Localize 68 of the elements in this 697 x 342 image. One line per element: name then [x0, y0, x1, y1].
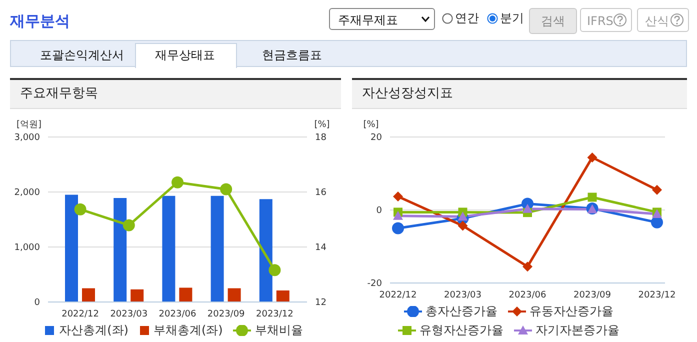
x-tick-label: 2023/12 [638, 290, 676, 300]
bar [82, 288, 95, 302]
text: 연간 [455, 10, 479, 27]
text: IFRS [580, 8, 632, 32]
point [393, 191, 403, 202]
bar [114, 198, 127, 302]
point [122, 219, 135, 232]
point [588, 192, 597, 202]
text: 재무상태표 [155, 47, 215, 64]
text: 재무분석 [10, 12, 70, 31]
y-tick-label: 3,000 [14, 133, 40, 144]
text: 산식 [637, 8, 689, 32]
x-tick-label: 2023/09 [207, 309, 246, 320]
text: 현금흐름표 [262, 47, 322, 64]
text: 포괄손익계산서 [40, 47, 124, 64]
bar [210, 196, 224, 302]
bar [276, 290, 290, 302]
bar [228, 288, 241, 302]
y2-axis-title: [%] [314, 120, 330, 130]
y-tick-label: 2,000 [14, 188, 40, 198]
y2-tick-label: 16 [315, 188, 327, 198]
point [220, 183, 232, 196]
chart-title: 주요재무항목 [10, 80, 341, 109]
y2-tick-label: 14 [315, 243, 327, 254]
y-axis-title: [억원] [16, 120, 42, 130]
x-tick-label: 2023/06 [508, 290, 546, 300]
legend-label: 부채비율 [254, 322, 303, 339]
point [522, 204, 532, 213]
chart-title: 자산성장성지표 [352, 80, 687, 109]
x-tick-label: 2023/12 [256, 309, 294, 320]
bar [130, 289, 144, 302]
y-tick-label: 1,000 [14, 243, 40, 254]
y-tick-label: -20 [367, 279, 382, 290]
text: 주재무제표 [329, 8, 435, 30]
text: 분기 [500, 10, 524, 27]
y2-tick-label: 18 [315, 133, 327, 144]
y-tick-label: 0 [34, 298, 40, 308]
bar [179, 288, 192, 302]
bar [162, 196, 176, 302]
legend-label: 자기자본증가율 [536, 322, 620, 339]
point [458, 220, 468, 231]
point [268, 264, 281, 276]
point [172, 176, 184, 188]
legend-label: 유형자산증가율 [420, 322, 504, 339]
text: 검색 [529, 8, 577, 34]
y2-tick-label: 12 [315, 298, 326, 308]
x-tick-label: 2023/06 [158, 309, 196, 320]
y-axis-title: [%] [363, 120, 379, 130]
point [392, 222, 404, 234]
legend-label: 유동자산증가율 [530, 303, 614, 320]
point [522, 262, 532, 272]
bar [259, 199, 272, 302]
point [652, 184, 662, 195]
point [458, 212, 468, 221]
x-tick-label: 2023/03 [444, 290, 482, 300]
y-tick-label: 0 [376, 206, 382, 216]
x-tick-label: 2022/12 [62, 309, 99, 320]
point [74, 203, 86, 216]
point [587, 152, 598, 162]
y-tick-label: 20 [370, 133, 382, 144]
bar [65, 194, 78, 302]
x-tick-label: 2023/09 [574, 290, 612, 300]
point [393, 210, 403, 220]
legend-label: 총자산증가율 [426, 303, 498, 320]
x-tick-label: 2022/12 [379, 290, 417, 300]
legend-label: 부채총계(좌) [154, 322, 223, 339]
legend-label: 자산총계(좌) [59, 322, 128, 339]
x-tick-label: 2023/03 [110, 309, 148, 320]
